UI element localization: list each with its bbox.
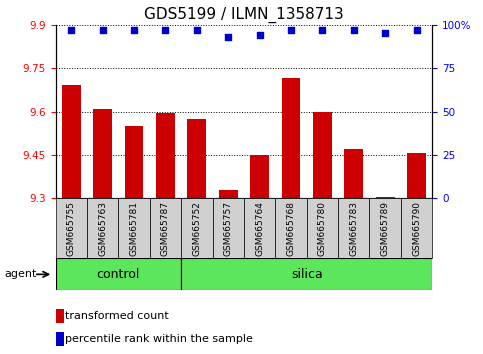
Bar xyxy=(125,126,143,198)
Text: GSM665752: GSM665752 xyxy=(192,201,201,256)
Point xyxy=(193,27,201,33)
Bar xyxy=(275,198,307,258)
Bar xyxy=(118,198,150,258)
Text: GSM665781: GSM665781 xyxy=(129,201,139,256)
Point xyxy=(287,27,295,33)
Bar xyxy=(338,198,369,258)
Bar xyxy=(282,78,300,198)
Bar xyxy=(181,198,213,258)
Bar xyxy=(56,309,64,323)
Bar xyxy=(376,197,395,198)
Bar xyxy=(87,198,118,258)
Bar xyxy=(344,149,363,198)
Text: GSM665789: GSM665789 xyxy=(381,201,390,256)
Bar xyxy=(56,198,87,258)
Text: GSM665780: GSM665780 xyxy=(318,201,327,256)
Bar xyxy=(307,198,338,258)
Bar xyxy=(213,198,244,258)
Point xyxy=(350,27,357,33)
Text: percentile rank within the sample: percentile rank within the sample xyxy=(65,334,253,344)
Title: GDS5199 / ILMN_1358713: GDS5199 / ILMN_1358713 xyxy=(144,7,344,23)
Point xyxy=(224,34,232,40)
Point xyxy=(256,32,264,38)
Text: transformed count: transformed count xyxy=(65,311,169,321)
Bar xyxy=(369,198,401,258)
Bar xyxy=(93,109,112,198)
Text: GSM665783: GSM665783 xyxy=(349,201,358,256)
Point xyxy=(319,27,327,33)
Bar xyxy=(219,190,238,198)
Point xyxy=(68,27,75,33)
Point xyxy=(161,27,170,33)
Bar xyxy=(244,198,275,258)
Bar xyxy=(156,113,175,198)
Text: GSM665790: GSM665790 xyxy=(412,201,421,256)
Bar xyxy=(181,258,432,290)
Text: GSM665763: GSM665763 xyxy=(98,201,107,256)
Text: GSM665764: GSM665764 xyxy=(255,201,264,256)
Bar xyxy=(313,112,332,198)
Point xyxy=(130,27,138,33)
Text: GSM665757: GSM665757 xyxy=(224,201,233,256)
Bar xyxy=(401,198,432,258)
Bar xyxy=(187,119,206,198)
Text: GSM665768: GSM665768 xyxy=(286,201,296,256)
Text: agent: agent xyxy=(5,269,37,279)
Bar xyxy=(62,86,81,198)
Text: control: control xyxy=(97,268,140,281)
Bar xyxy=(407,153,426,198)
Bar xyxy=(56,332,64,346)
Text: GSM665755: GSM665755 xyxy=(67,201,76,256)
Point xyxy=(412,27,420,33)
Bar xyxy=(150,198,181,258)
Bar xyxy=(56,258,181,290)
Bar xyxy=(250,155,269,198)
Point xyxy=(382,30,389,36)
Text: GSM665787: GSM665787 xyxy=(161,201,170,256)
Text: silica: silica xyxy=(291,268,323,281)
Point xyxy=(99,27,107,33)
